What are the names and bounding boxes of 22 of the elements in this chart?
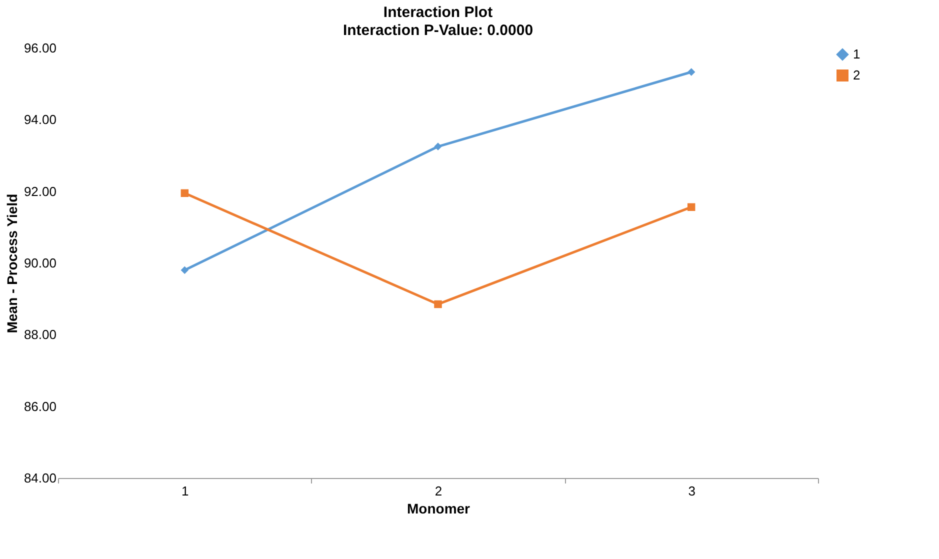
x-tick-label: 1 — [182, 484, 189, 498]
legend-label: 1 — [853, 46, 860, 62]
x-axis-title: Monomer — [407, 500, 471, 516]
x-tick-label: 3 — [688, 484, 696, 498]
point — [180, 189, 189, 197]
point — [687, 203, 696, 211]
point — [687, 68, 696, 76]
y-axis-title: Mean - Process Yield — [4, 194, 20, 334]
point — [180, 266, 189, 274]
y-tick-label: 92.00 — [24, 184, 56, 199]
chart-title: Interaction Plot — [383, 4, 493, 21]
y-tick-label: 88.00 — [24, 327, 56, 342]
x-tick-label: 2 — [434, 484, 442, 498]
legend-label: 2 — [853, 68, 860, 82]
chart-subtitle: Interaction P-Value: 0.0000 — [342, 22, 534, 39]
y-tick-label: 84.00 — [24, 470, 56, 486]
y-tick-label: 96.00 — [24, 40, 56, 56]
y-tick-label: 86.00 — [24, 398, 56, 414]
point — [434, 300, 442, 308]
y-tick-label: 94.00 — [24, 112, 56, 128]
point — [434, 142, 442, 150]
y-tick-label: 90.00 — [24, 256, 56, 270]
